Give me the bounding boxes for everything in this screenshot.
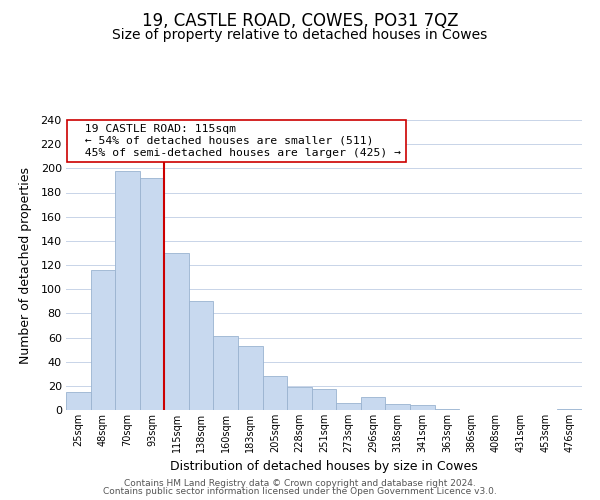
Bar (361, 396, 385, 410)
Text: 19 CASTLE ROAD: 115sqm
  ← 54% of detached houses are smaller (511)
  45% of sem: 19 CASTLE ROAD: 115sqm ← 54% of detached… (71, 124, 401, 158)
Bar (189, 301, 214, 410)
Bar (238, 346, 263, 410)
Y-axis label: Number of detached properties: Number of detached properties (19, 166, 32, 364)
Bar (287, 387, 312, 410)
Bar (214, 336, 238, 410)
Text: Size of property relative to detached houses in Cowes: Size of property relative to detached ho… (112, 28, 488, 42)
Bar (385, 404, 410, 410)
Bar (263, 376, 287, 410)
Bar (336, 403, 361, 410)
Bar (557, 409, 582, 410)
Bar (434, 409, 459, 410)
Bar (66, 392, 91, 410)
Bar (115, 171, 140, 410)
Bar (140, 178, 164, 410)
Text: Contains HM Land Registry data © Crown copyright and database right 2024.: Contains HM Land Registry data © Crown c… (124, 478, 476, 488)
X-axis label: Distribution of detached houses by size in Cowes: Distribution of detached houses by size … (170, 460, 478, 473)
Text: 19, CASTLE ROAD, COWES, PO31 7QZ: 19, CASTLE ROAD, COWES, PO31 7QZ (142, 12, 458, 30)
Bar (164, 253, 189, 410)
Bar (312, 390, 336, 410)
Bar (91, 270, 115, 410)
Text: Contains public sector information licensed under the Open Government Licence v3: Contains public sector information licen… (103, 487, 497, 496)
Bar (410, 405, 434, 410)
